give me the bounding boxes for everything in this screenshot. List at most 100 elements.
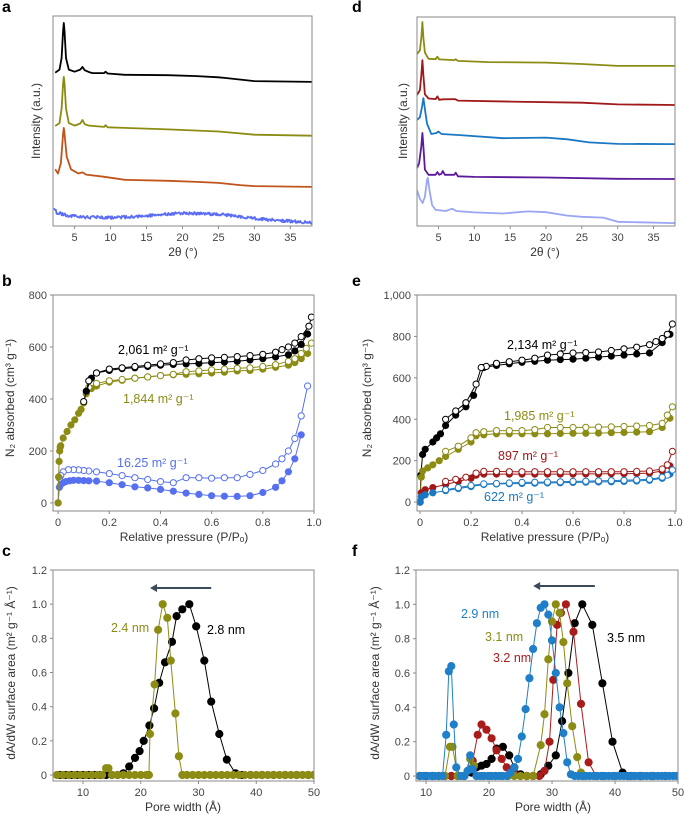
data-point [607, 429, 615, 437]
y-tick-label: 1.0 [32, 599, 47, 611]
data-point [297, 412, 305, 420]
data-point [652, 338, 660, 346]
series-2 [417, 97, 675, 146]
data-point [569, 423, 577, 432]
data-point [291, 355, 299, 363]
x-tick-label: 10 [420, 787, 432, 799]
x-tick-label: 35 [647, 232, 659, 244]
y-tick-label: 0.2 [395, 737, 410, 749]
data-point [246, 492, 254, 500]
series-line [54, 127, 312, 188]
data-point [131, 483, 139, 491]
y-tick-label: 0 [405, 497, 411, 509]
x-tick-label: 35 [284, 232, 296, 244]
x-axis-label: 2θ (°) [530, 245, 559, 259]
data-point [419, 467, 427, 475]
data-point [477, 720, 486, 729]
panel-a: 5 10 15 20 25 30 35 2θ (°) Intensity (a.u.) [29, 15, 313, 259]
data-point [156, 372, 165, 380]
panel-letter-a: a [2, 0, 11, 16]
plot-frame [52, 15, 313, 227]
data-point [582, 429, 590, 437]
x-tick-label: 5 [435, 232, 441, 244]
data-point [513, 754, 523, 764]
data-point [663, 461, 671, 469]
data-point [569, 355, 577, 363]
annotation-label: 3.1 nm [485, 630, 523, 644]
data-point [462, 473, 470, 481]
series-1 [54, 76, 312, 137]
data-point [551, 668, 560, 678]
panel-letter-b: b [2, 273, 12, 290]
data-point [233, 353, 241, 361]
data-point [92, 369, 101, 377]
data-point [92, 477, 101, 485]
data-point [594, 468, 603, 476]
data-point [424, 464, 432, 472]
data-point [118, 375, 126, 384]
x-tick-label: 50 [308, 787, 320, 799]
x-tick-label: 30 [546, 787, 558, 799]
data-point [668, 447, 676, 455]
data-point [487, 734, 496, 743]
series-1 [442, 320, 676, 423]
data-point [517, 732, 526, 741]
data-point [510, 763, 519, 772]
x-tick-label: 0.8 [616, 517, 631, 529]
data-point [220, 353, 228, 361]
series-4 [417, 176, 675, 224]
x-tick-label: 30 [192, 787, 204, 799]
data-point [607, 468, 615, 476]
x-axis-label: 2θ (°) [168, 245, 197, 259]
data-point [563, 758, 572, 767]
data-point [556, 429, 564, 438]
annotation-label: 1,985 m² g⁻¹ [504, 409, 575, 423]
panel-letter-d: d [352, 0, 362, 16]
y-tick-label: 600 [393, 373, 411, 385]
data-point [466, 751, 475, 760]
plot-area [53, 21, 312, 225]
data-point [492, 427, 501, 435]
data-point [668, 320, 676, 328]
data-point [607, 477, 615, 485]
data-point [480, 480, 488, 488]
data-point [92, 379, 101, 387]
data-point [672, 771, 678, 781]
data-point [135, 747, 144, 756]
data-point [582, 477, 590, 485]
data-point [569, 627, 578, 636]
data-point [169, 359, 177, 367]
data-point [307, 313, 314, 321]
panel-letter-f: f [352, 543, 358, 560]
data-point [246, 470, 254, 478]
series-2 [54, 127, 312, 188]
data-point [131, 362, 139, 371]
data-point [492, 467, 501, 475]
data-point [449, 720, 458, 729]
data-point [578, 600, 587, 609]
y-tick-label: 0 [404, 771, 410, 783]
shift-arrow-icon [150, 583, 212, 592]
plot-area [416, 600, 678, 781]
annotation-label: 3.2 nm [493, 651, 531, 665]
data-point [54, 499, 62, 507]
data-point [156, 478, 165, 486]
data-point [531, 354, 539, 362]
data-point [540, 600, 549, 609]
data-point [139, 736, 148, 746]
x-tick-label: 10 [104, 232, 116, 244]
data-point [544, 610, 553, 619]
y-axis-label: Intensity (a.u.) [396, 83, 410, 159]
data-point [582, 423, 590, 431]
data-point [497, 754, 506, 764]
data-point [551, 600, 560, 609]
data-point [145, 729, 155, 739]
data-point [220, 492, 228, 500]
data-point [543, 423, 552, 432]
data-point [272, 483, 280, 491]
data-point [305, 322, 313, 330]
data-point [588, 620, 597, 630]
data-point [633, 428, 641, 436]
data-point [246, 364, 254, 372]
x-tick-label: 0.6 [204, 517, 219, 529]
